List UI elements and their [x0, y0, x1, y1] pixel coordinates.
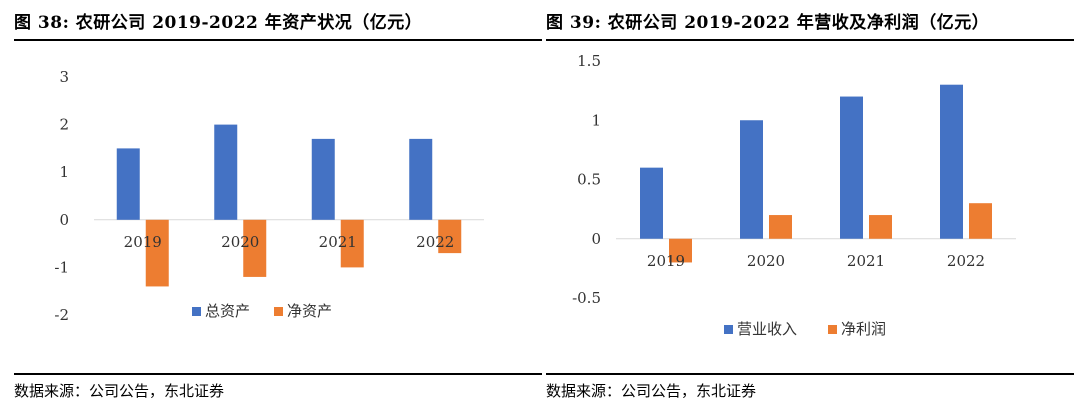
source-rule [14, 373, 542, 375]
bar-series1 [116, 148, 140, 220]
bar-series2 [769, 215, 792, 239]
bar-series2 [340, 219, 364, 268]
x-tick-label: 2022 [416, 233, 454, 251]
legend-swatch [828, 325, 837, 334]
legend-label: 净资产 [287, 302, 332, 320]
legend-swatch [274, 307, 283, 316]
bar-series1 [311, 138, 335, 220]
x-tick-label: 2022 [947, 252, 985, 270]
x-tick-label: 2020 [747, 252, 785, 270]
x-tick-label: 2019 [647, 252, 685, 270]
figure-title: 图 38: 农研公司 2019-2022 年资产状况（亿元） [14, 13, 423, 33]
y-tick-label: 3 [59, 68, 69, 86]
bar-series1 [840, 96, 863, 239]
bar-series1 [740, 120, 763, 239]
legend-label: 总资产 [205, 302, 250, 320]
x-tick-label: 2021 [319, 233, 357, 251]
assets-bar-chart: 3 2 1 0 -1 -2 2019 2020 2021 2022 总资产 净资产 [54, 68, 484, 324]
x-tick-label: 2021 [847, 252, 885, 270]
legend-swatch [724, 325, 733, 334]
bar-series1 [640, 167, 663, 239]
y-tick-label: -0.5 [572, 289, 601, 307]
bar-series1 [214, 124, 238, 220]
y-tick-label: -1 [54, 258, 69, 276]
figure-39: 图 39: 农研公司 2019-2022 年营收及净利润（亿元） 1.5 1 0.5… [546, 0, 1074, 411]
figure-source: 数据来源：公司公告，东北证券 [14, 382, 225, 400]
bar-series2 [243, 219, 267, 277]
source-rule [546, 373, 1074, 375]
figure-38: 图 38: 农研公司 2019-2022 年资产状况（亿元） 3 2 1 0 -1 -2 2… [14, 0, 542, 411]
bar-series2 [869, 215, 892, 239]
y-tick-label: 1 [59, 163, 69, 181]
title-rule [14, 39, 542, 41]
revenue-profit-bar-chart: 1.5 1 0.5 0 -0.5 2019 2020 2021 2022 营业收入 净利润 [572, 52, 1016, 338]
legend-label: 净利润 [841, 320, 886, 338]
title-rule [546, 39, 1074, 41]
x-tick-label: 2019 [124, 233, 162, 251]
y-tick-label: -2 [54, 306, 69, 324]
bar-series2 [669, 238, 692, 263]
figure-source: 数据来源：公司公告，东北证券 [546, 382, 757, 400]
bar-series2 [969, 203, 992, 239]
y-tick-label: 0.5 [577, 171, 601, 189]
bar-series2 [438, 219, 462, 254]
legend-label: 营业收入 [737, 320, 797, 338]
bar-series1 [940, 84, 963, 239]
bar-series1 [409, 138, 433, 220]
legend-swatch [192, 307, 201, 316]
y-tick-label: 1.5 [577, 52, 601, 70]
y-tick-label: 2 [59, 116, 69, 134]
figure-title: 图 39: 农研公司 2019-2022 年营收及净利润（亿元） [546, 13, 990, 33]
bar-series2 [145, 219, 169, 287]
y-tick-label: 0 [59, 211, 69, 229]
y-tick-label: 0 [591, 230, 601, 248]
y-tick-label: 1 [591, 111, 601, 129]
x-tick-label: 2020 [221, 233, 259, 251]
